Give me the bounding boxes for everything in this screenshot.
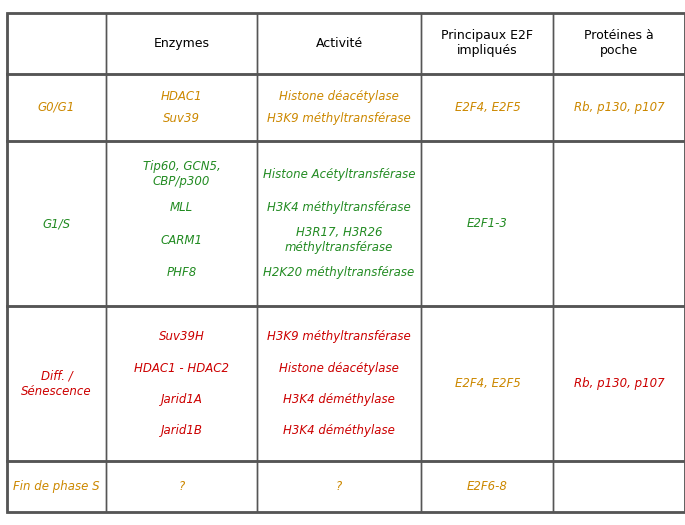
- Text: ?: ?: [336, 480, 342, 493]
- Text: E2F1-3: E2F1-3: [467, 217, 508, 230]
- Text: Protéines à
poche: Protéines à poche: [584, 29, 654, 57]
- Text: E2F4, E2F5: E2F4, E2F5: [455, 377, 520, 390]
- Bar: [553, 306, 685, 461]
- Text: H3K4 méthyltransférase: H3K4 méthyltransférase: [267, 201, 411, 214]
- Text: HDAC1: HDAC1: [161, 90, 202, 103]
- Text: Suv39H: Suv39H: [159, 330, 204, 343]
- Text: PHF8: PHF8: [166, 267, 197, 279]
- Bar: [553, 461, 685, 512]
- Bar: [553, 13, 685, 74]
- Text: Rb, p130, p107: Rb, p130, p107: [574, 377, 664, 390]
- Text: HDAC1 - HDAC2: HDAC1 - HDAC2: [134, 362, 229, 375]
- Text: E2F6-8: E2F6-8: [467, 480, 508, 493]
- Text: H2K20 méthyltransférase: H2K20 méthyltransférase: [264, 267, 414, 279]
- Text: Principaux E2F
impliqués: Principaux E2F impliqués: [441, 29, 534, 57]
- Bar: [7, 141, 106, 306]
- Bar: [7, 306, 106, 461]
- Text: H3K4 déméthylase: H3K4 déméthylase: [283, 424, 395, 437]
- Text: Histone déacétylase: Histone déacétylase: [279, 90, 399, 103]
- Text: Diff. /
Sénescence: Diff. / Sénescence: [21, 370, 92, 397]
- Bar: [257, 141, 421, 306]
- Text: Enzymes: Enzymes: [153, 37, 210, 50]
- Bar: [257, 461, 421, 512]
- Text: Histone déacétylase: Histone déacétylase: [279, 362, 399, 375]
- Bar: [257, 306, 421, 461]
- Text: Jarid1B: Jarid1B: [160, 424, 203, 437]
- Bar: [106, 74, 257, 141]
- Text: H3R17, H3R26
méthyltransférase: H3R17, H3R26 méthyltransférase: [285, 226, 393, 254]
- Text: Rb, p130, p107: Rb, p130, p107: [574, 101, 664, 114]
- Text: H3K4 déméthylase: H3K4 déméthylase: [283, 393, 395, 406]
- Bar: [421, 141, 553, 306]
- Bar: [7, 74, 106, 141]
- Bar: [106, 141, 257, 306]
- Text: G1/S: G1/S: [42, 217, 71, 230]
- Bar: [106, 13, 257, 74]
- Text: Activité: Activité: [316, 37, 362, 50]
- Bar: [257, 13, 421, 74]
- Text: H3K9 méthyltransférase: H3K9 méthyltransférase: [267, 330, 411, 343]
- Text: G0/G1: G0/G1: [38, 101, 75, 114]
- Bar: [421, 13, 553, 74]
- Text: Jarid1A: Jarid1A: [160, 393, 203, 406]
- Bar: [553, 74, 685, 141]
- Text: Tip60, GCN5,
CBP/p300: Tip60, GCN5, CBP/p300: [142, 160, 221, 188]
- Text: MLL: MLL: [170, 201, 193, 214]
- Bar: [7, 13, 106, 74]
- Bar: [106, 306, 257, 461]
- Bar: [421, 461, 553, 512]
- Text: Histone Acétyltransférase: Histone Acétyltransférase: [263, 168, 415, 181]
- Bar: [421, 306, 553, 461]
- Text: Suv39: Suv39: [163, 112, 200, 125]
- Bar: [7, 461, 106, 512]
- Text: H3K9 méthyltransférase: H3K9 méthyltransférase: [267, 112, 411, 125]
- Text: CARM1: CARM1: [160, 234, 203, 247]
- Text: E2F4, E2F5: E2F4, E2F5: [455, 101, 520, 114]
- Bar: [257, 74, 421, 141]
- Bar: [553, 141, 685, 306]
- Text: ?: ?: [178, 480, 185, 493]
- Bar: [106, 461, 257, 512]
- Bar: [421, 74, 553, 141]
- Text: Fin de phase S: Fin de phase S: [13, 480, 100, 493]
